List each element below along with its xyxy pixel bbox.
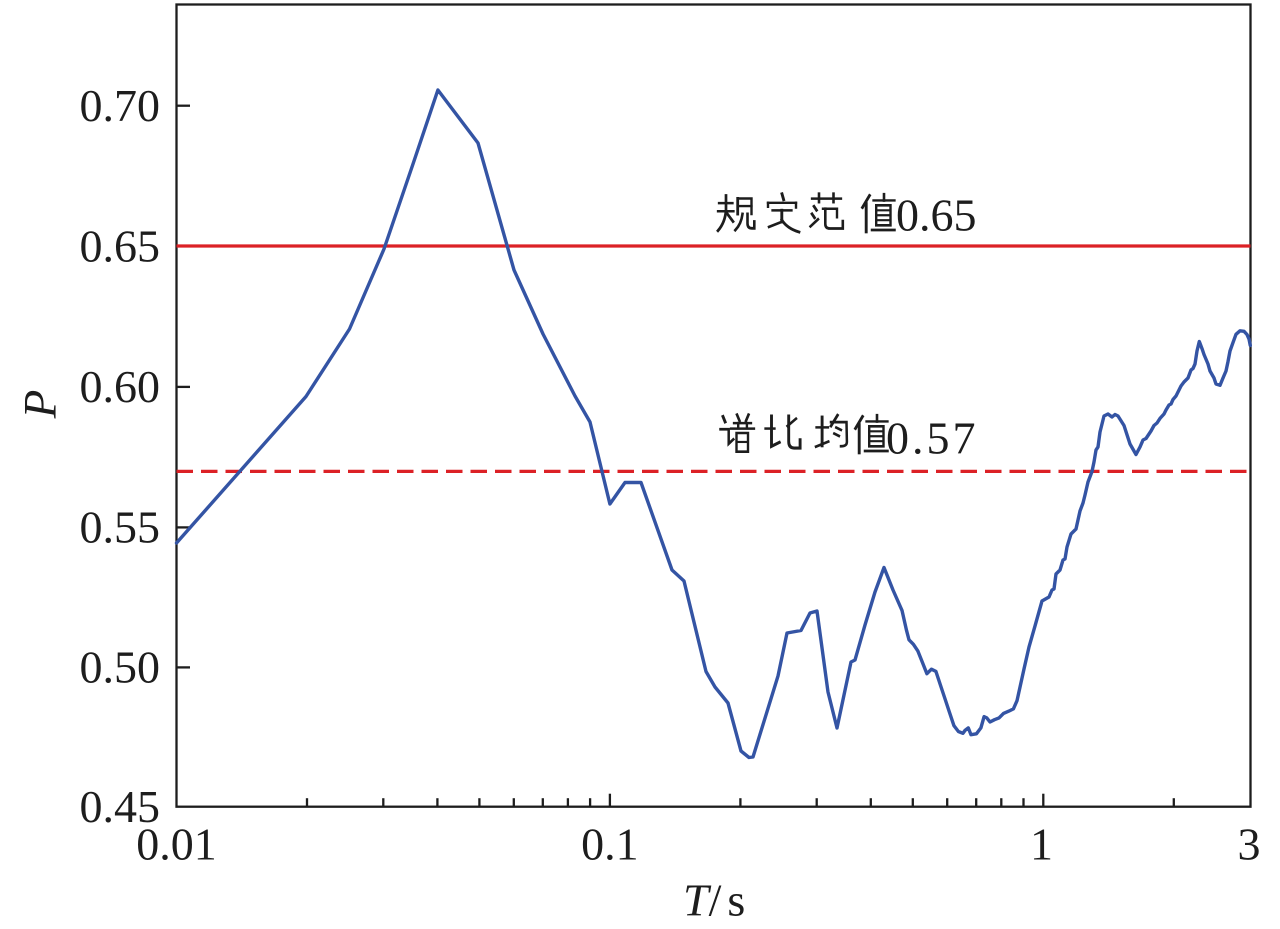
svg-text:0.55: 0.55 (80, 502, 161, 553)
svg-text:0.70: 0.70 (80, 80, 161, 131)
svg-text:0.50: 0.50 (80, 642, 161, 693)
svg-text:1: 1 (1030, 819, 1053, 870)
svg-text:T/s: T/s (683, 875, 745, 926)
svg-text:0.01: 0.01 (136, 819, 217, 870)
svg-text:0.45: 0.45 (80, 781, 161, 832)
svg-text:P: P (15, 390, 67, 420)
svg-text:0.60: 0.60 (80, 361, 161, 412)
svg-text:0.65: 0.65 (896, 189, 977, 240)
svg-text:0.57: 0.57 (886, 413, 979, 464)
svg-text:3: 3 (1238, 819, 1261, 870)
svg-text:0.1: 0.1 (581, 819, 639, 870)
svg-text:0.65: 0.65 (80, 220, 161, 271)
